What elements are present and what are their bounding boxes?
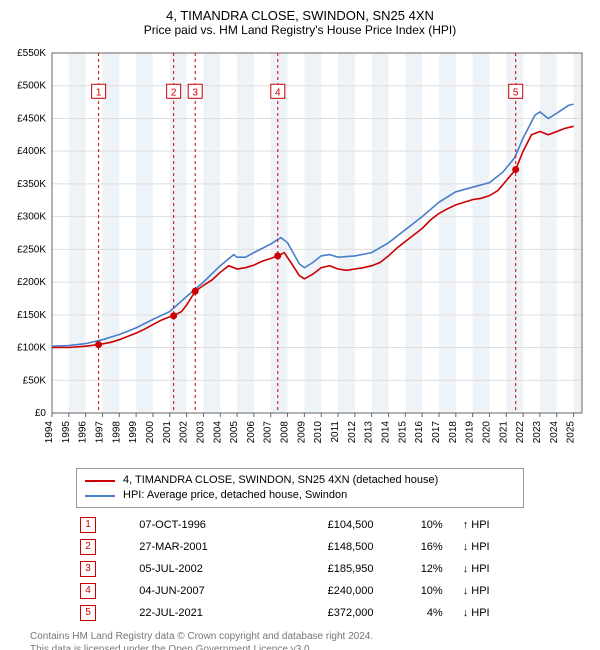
svg-text:2004: 2004: [212, 421, 223, 444]
svg-text:£200K: £200K: [17, 277, 46, 288]
sale-date: 04-JUN-2007: [129, 580, 275, 602]
sale-marker: 3: [70, 558, 129, 580]
svg-text:2: 2: [171, 87, 177, 98]
sale-pct: 10%: [384, 514, 453, 536]
svg-text:£300K: £300K: [17, 212, 46, 223]
legend-line-price: [85, 480, 115, 482]
svg-text:£0: £0: [35, 408, 47, 419]
sale-date: 05-JUL-2002: [129, 558, 275, 580]
svg-text:2001: 2001: [162, 421, 173, 444]
svg-text:1995: 1995: [61, 421, 72, 444]
sale-price: £372,000: [275, 602, 384, 624]
sale-price: £148,500: [275, 536, 384, 558]
sales-table: 107-OCT-1996£104,50010%↑ HPI227-MAR-2001…: [70, 514, 530, 624]
svg-text:1996: 1996: [78, 421, 89, 444]
sale-dir: ↓ HPI: [453, 602, 530, 624]
sale-marker: 1: [70, 514, 129, 536]
legend-label-hpi: HPI: Average price, detached house, Swin…: [123, 488, 347, 503]
svg-text:2003: 2003: [195, 421, 206, 444]
sale-dir: ↓ HPI: [453, 558, 530, 580]
svg-text:1994: 1994: [44, 421, 55, 444]
svg-text:2009: 2009: [296, 421, 307, 444]
price-chart: £0 £50K £100K £150K £200K £250K £300K £350K £400…: [0, 41, 600, 466]
svg-text:2022: 2022: [515, 421, 526, 444]
svg-text:£500K: £500K: [17, 81, 46, 92]
svg-text:1997: 1997: [94, 421, 105, 444]
chart-legend: 4, TIMANDRA CLOSE, SWINDON, SN25 4XN (de…: [76, 468, 524, 508]
sale-date: 22-JUL-2021: [129, 602, 275, 624]
sale-date: 27-MAR-2001: [129, 536, 275, 558]
sale-dir: ↓ HPI: [453, 536, 530, 558]
svg-text:1: 1: [96, 87, 102, 98]
table-row: 227-MAR-2001£148,50016%↓ HPI: [70, 536, 530, 558]
svg-text:£150K: £150K: [17, 310, 46, 321]
svg-text:2002: 2002: [179, 421, 190, 444]
svg-text:3: 3: [192, 87, 198, 98]
footer-attribution: Contains HM Land Registry data © Crown c…: [10, 630, 590, 650]
svg-text:5: 5: [513, 87, 519, 98]
svg-text:£350K: £350K: [17, 179, 46, 190]
table-row: 107-OCT-1996£104,50010%↑ HPI: [70, 514, 530, 536]
svg-text:2012: 2012: [347, 421, 358, 444]
svg-text:2016: 2016: [414, 421, 425, 444]
svg-text:2006: 2006: [246, 421, 257, 444]
svg-text:1999: 1999: [128, 421, 139, 444]
svg-text:2014: 2014: [381, 421, 392, 444]
sale-marker: 4: [70, 580, 129, 602]
sale-dir: ↑ HPI: [453, 514, 530, 536]
legend-row-hpi: HPI: Average price, detached house, Swin…: [85, 488, 515, 503]
table-row: 404-JUN-2007£240,00010%↓ HPI: [70, 580, 530, 602]
svg-text:2007: 2007: [263, 421, 274, 444]
legend-row-price: 4, TIMANDRA CLOSE, SWINDON, SN25 4XN (de…: [85, 473, 515, 488]
svg-text:2019: 2019: [465, 421, 476, 444]
sale-price: £104,500: [275, 514, 384, 536]
svg-text:2000: 2000: [145, 421, 156, 444]
sale-price: £185,950: [275, 558, 384, 580]
svg-text:2008: 2008: [280, 421, 291, 444]
sale-date: 07-OCT-1996: [129, 514, 275, 536]
sale-pct: 10%: [384, 580, 453, 602]
page-root: 4, TIMANDRA CLOSE, SWINDON, SN25 4XN Pri…: [0, 0, 600, 650]
svg-text:£250K: £250K: [17, 244, 46, 255]
svg-text:2005: 2005: [229, 421, 240, 444]
sale-price: £240,000: [275, 580, 384, 602]
svg-text:1998: 1998: [111, 421, 122, 444]
table-row: 305-JUL-2002£185,95012%↓ HPI: [70, 558, 530, 580]
page-title: 4, TIMANDRA CLOSE, SWINDON, SN25 4XN: [0, 0, 600, 23]
svg-text:2011: 2011: [330, 421, 341, 443]
sale-pct: 12%: [384, 558, 453, 580]
svg-text:2021: 2021: [498, 421, 509, 444]
svg-text:2015: 2015: [397, 421, 408, 444]
legend-label-price: 4, TIMANDRA CLOSE, SWINDON, SN25 4XN (de…: [123, 473, 438, 488]
sale-pct: 4%: [384, 602, 453, 624]
sale-dir: ↓ HPI: [453, 580, 530, 602]
svg-text:£450K: £450K: [17, 113, 46, 124]
page-subtitle: Price paid vs. HM Land Registry's House …: [0, 23, 600, 41]
svg-text:£50K: £50K: [23, 375, 47, 386]
svg-text:2017: 2017: [431, 421, 442, 444]
footer-line2: This data is licensed under the Open Gov…: [30, 643, 590, 650]
sale-marker: 2: [70, 536, 129, 558]
svg-text:2023: 2023: [532, 421, 543, 444]
svg-text:2024: 2024: [549, 421, 560, 444]
svg-text:4: 4: [275, 87, 281, 98]
svg-text:2025: 2025: [566, 421, 577, 444]
legend-line-hpi: [85, 495, 115, 497]
table-row: 522-JUL-2021£372,0004%↓ HPI: [70, 602, 530, 624]
sale-pct: 16%: [384, 536, 453, 558]
svg-text:2020: 2020: [481, 421, 492, 444]
svg-text:2018: 2018: [448, 421, 459, 444]
svg-text:£400K: £400K: [17, 146, 46, 157]
svg-text:£550K: £550K: [17, 48, 46, 59]
svg-text:2010: 2010: [313, 421, 324, 444]
svg-text:£100K: £100K: [17, 343, 46, 354]
footer-line1: Contains HM Land Registry data © Crown c…: [30, 630, 590, 643]
sale-marker: 5: [70, 602, 129, 624]
svg-text:2013: 2013: [364, 421, 375, 444]
